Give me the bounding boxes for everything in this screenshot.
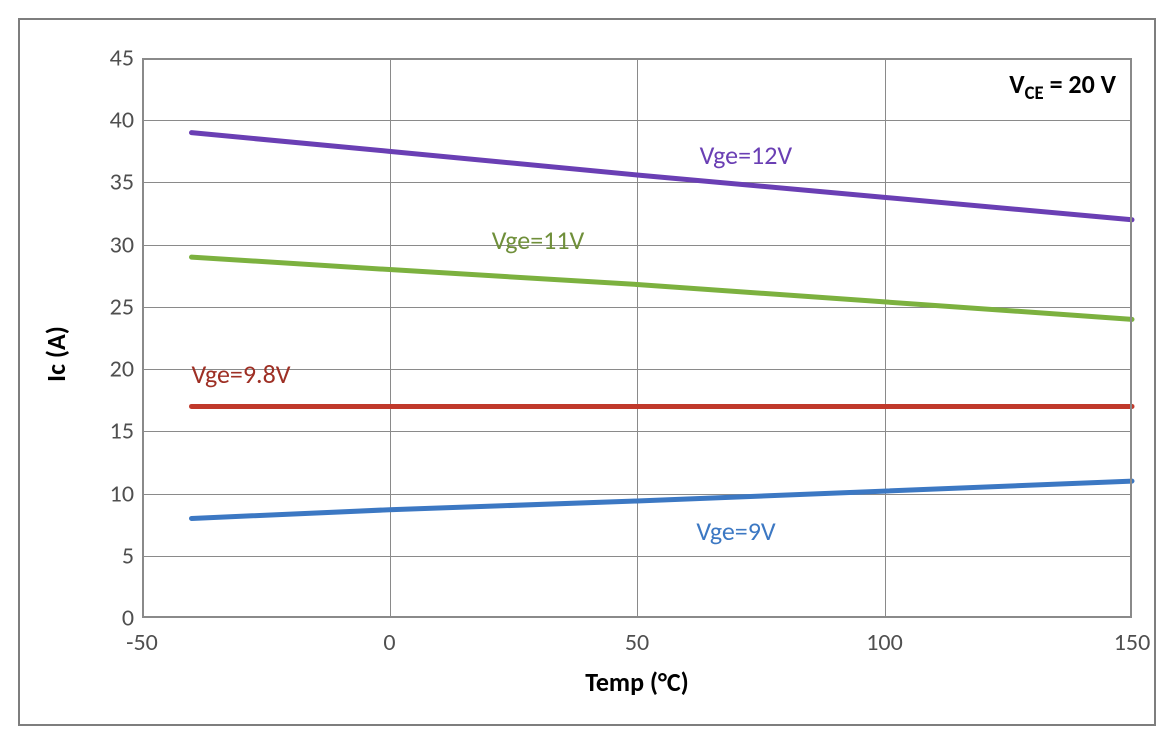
- y-tick-label: 10: [104, 479, 134, 508]
- x-tick-label: 150: [1114, 628, 1151, 657]
- vce-annotation-sub: CE: [1025, 82, 1044, 105]
- y-tick-label: 25: [104, 292, 134, 321]
- vce-annotation-suffix: = 20 V: [1044, 68, 1116, 100]
- x-tick-label: 100: [866, 628, 903, 657]
- series-vge12: [192, 133, 1133, 220]
- x-axis-title: Temp (°C): [585, 666, 689, 698]
- series-vge11: [192, 257, 1133, 319]
- series-svg: [142, 58, 1132, 618]
- vce-annotation-prefix: V: [1009, 68, 1024, 100]
- y-tick-label: 35: [104, 168, 134, 197]
- series-vge9: [192, 481, 1133, 518]
- y-tick-label: 0: [117, 604, 134, 633]
- x-tick-label: 0: [383, 628, 395, 657]
- y-tick-label: 40: [104, 106, 134, 135]
- y-tick-label: 30: [104, 230, 134, 259]
- y-tick-label: 5: [117, 541, 134, 570]
- y-axis-title: Ic (A): [40, 326, 72, 382]
- vce-annotation: VCE = 20 V: [1009, 68, 1116, 105]
- y-tick-label: 20: [104, 355, 134, 384]
- y-tick-label: 45: [104, 44, 134, 73]
- plot-area: Vge=12VVge=11VVge=9.8VVge=9V VCE = 20 V: [142, 58, 1132, 618]
- x-tick-label: 50: [625, 628, 649, 657]
- y-tick-label: 15: [104, 417, 134, 446]
- chart-frame: Vge=12VVge=11VVge=9.8VVge=9V VCE = 20 V …: [18, 18, 1156, 726]
